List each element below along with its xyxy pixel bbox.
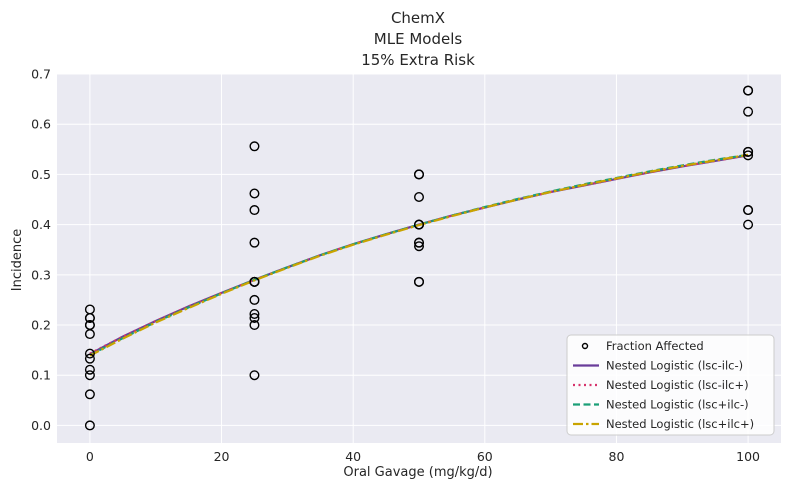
data-point [249,312,260,323]
data-point [249,141,260,152]
data-point [84,320,95,331]
x-tick-label: 60 [477,449,493,464]
data-point [84,353,95,364]
data-point [743,205,754,216]
y-tick-label: 0.3 [31,267,51,282]
x-tick-label: 40 [345,449,361,464]
legend-label: Fraction Affected [606,339,704,353]
x-axis-label: Oral Gavage (mg/kg/d) [343,465,492,480]
data-point [414,276,425,287]
data-point [743,106,754,117]
y-tick-label: 0.1 [31,368,51,383]
x-tick-label: 100 [736,449,760,464]
data-point [414,169,425,180]
chart-title-line-2: MLE Models [374,30,463,48]
y-tick-label: 0.6 [31,117,51,132]
data-point [414,241,425,252]
legend-label: Nested Logistic (lsc-ilc+) [606,378,749,392]
chart-title-line-1: ChemX [391,9,445,27]
data-point [249,370,260,381]
y-axis-label: Incidence [10,229,25,291]
y-tick-label: 0.7 [31,67,51,82]
data-point [84,370,95,381]
y-tick-label: 0.0 [31,418,51,433]
data-point [249,320,260,331]
data-point [743,146,754,157]
data-point [84,364,95,375]
y-tick-label: 0.2 [31,318,51,333]
scatter-points [84,85,754,431]
data-point [249,276,260,287]
legend-box [566,334,775,436]
data-point [249,205,260,216]
chart-title-line-3: 15% Extra Risk [361,51,475,69]
data-point [743,219,754,230]
data-point [414,191,425,202]
legend-label: Nested Logistic (lsc+ilc+) [606,417,754,431]
data-point [84,304,95,315]
data-point [249,308,260,319]
data-point [743,85,754,96]
series-line [89,153,749,357]
data-point [84,420,95,431]
data-point [249,294,260,305]
data-point [84,389,95,400]
data-point [84,348,95,359]
legend-label: Nested Logistic (lsc-ilc-) [606,359,743,373]
x-tick-label: 80 [609,449,625,464]
data-point [249,237,260,248]
data-point [414,237,425,248]
x-tick-label: 0 [86,449,94,464]
model-curves [89,153,749,357]
legend-marker-points [581,342,589,350]
y-tick-label: 0.4 [31,217,51,232]
data-point [249,188,260,199]
x-tick-label: 20 [214,449,230,464]
data-point [414,219,425,230]
legend-label: Nested Logistic (lsc+ilc-) [606,398,749,412]
tick-labels: 0 20 40 60 80 100 0.0 0.1 0.2 0.3 0.4 0.5 0.6 0.7 [31,67,760,465]
data-point [743,150,754,161]
y-tick-label: 0.5 [31,167,51,182]
legend: Fraction Affected Nested Logistic (lsc-il… [566,334,775,436]
